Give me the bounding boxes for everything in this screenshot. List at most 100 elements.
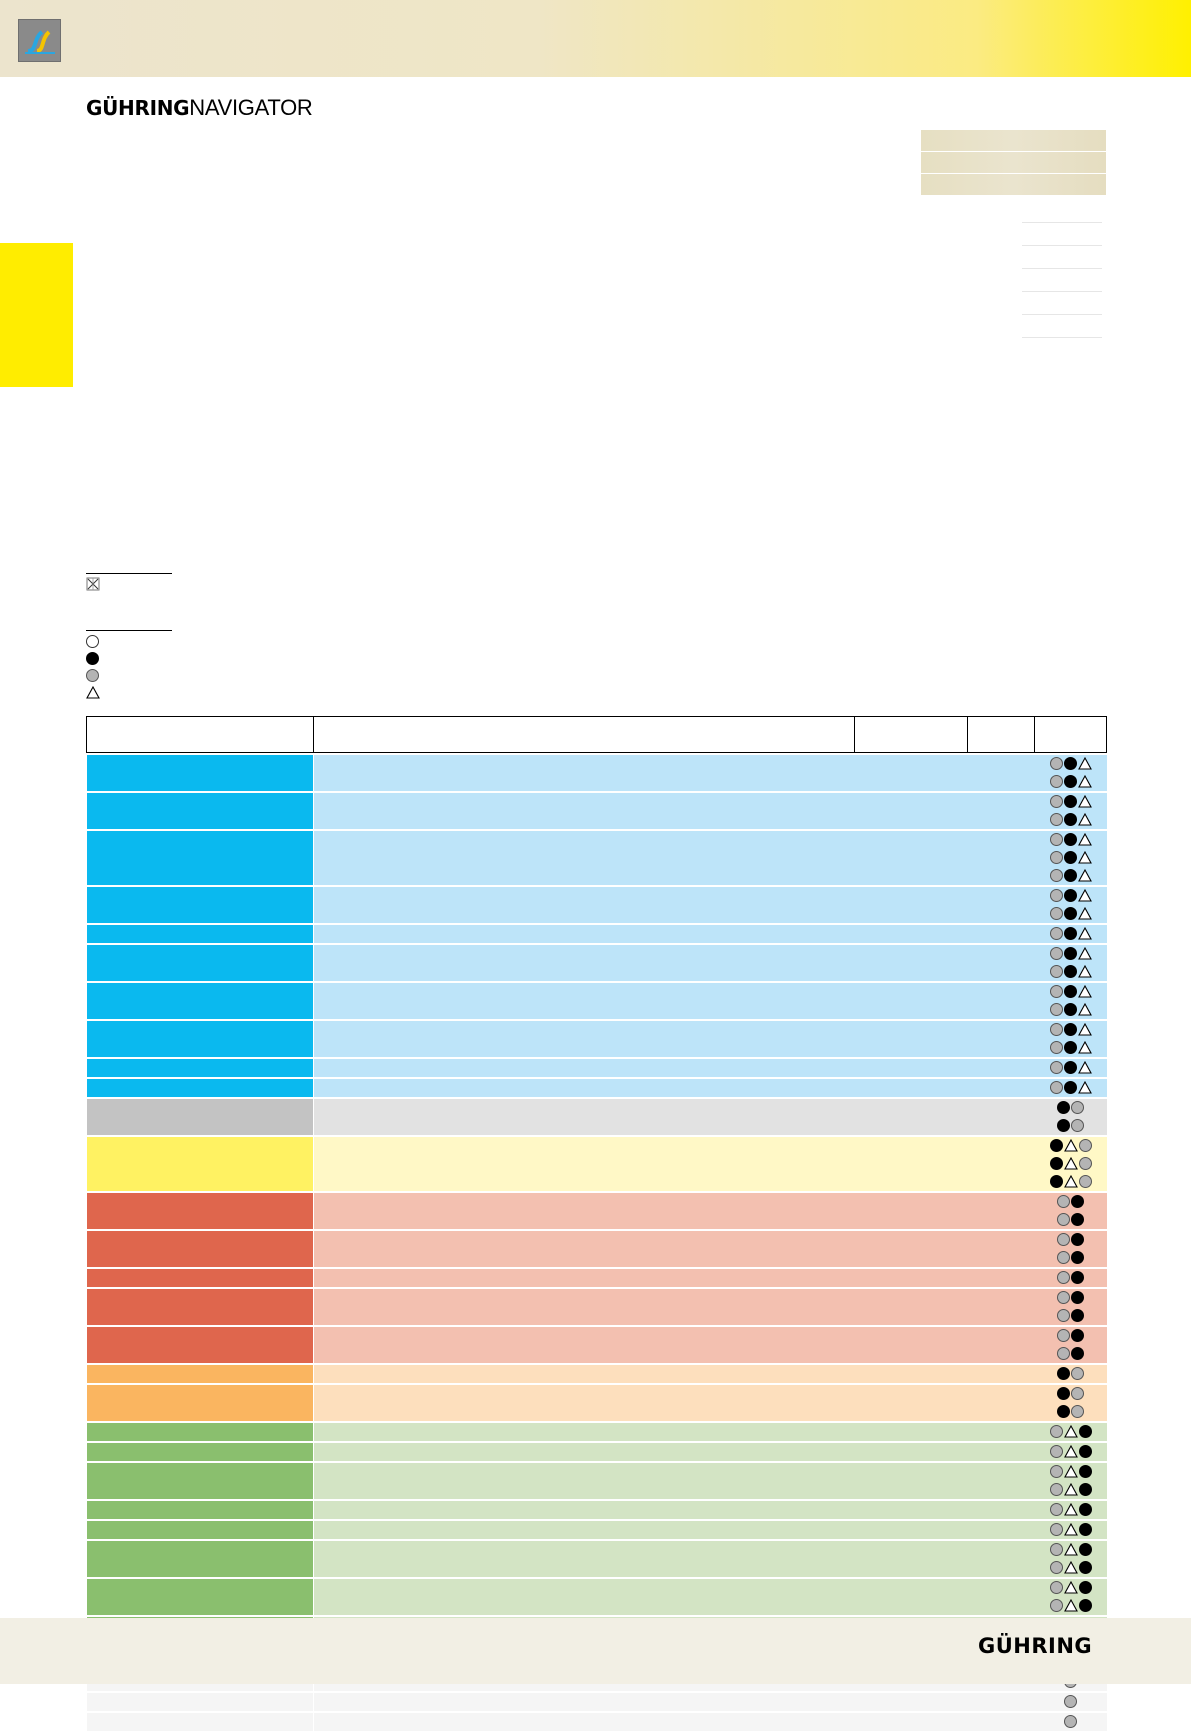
triangle-icon bbox=[1078, 795, 1092, 808]
description-cell bbox=[314, 1173, 1035, 1191]
triangle-icon bbox=[1078, 889, 1092, 902]
black-circle-icon bbox=[1071, 1233, 1084, 1246]
grey-circle-icon bbox=[1071, 1387, 1084, 1400]
triangle-icon bbox=[1078, 813, 1092, 826]
symbol-group bbox=[1050, 1157, 1092, 1170]
symbol-cell bbox=[1035, 945, 1107, 963]
grey-circle-icon bbox=[1050, 1543, 1063, 1556]
table-row bbox=[87, 1327, 1107, 1345]
table-row bbox=[87, 1021, 1107, 1039]
table-row bbox=[87, 945, 1107, 963]
table-row bbox=[87, 1269, 1107, 1287]
symbol-cell bbox=[1035, 793, 1107, 811]
symbol-group bbox=[1057, 1309, 1084, 1322]
table-row bbox=[87, 925, 1107, 943]
category-cell bbox=[87, 1501, 314, 1519]
symbol-cell bbox=[1035, 831, 1107, 849]
symbol-cell bbox=[1035, 905, 1107, 923]
info-row bbox=[921, 152, 1106, 174]
triangle-icon bbox=[1078, 869, 1092, 882]
triangle-icon bbox=[1064, 1157, 1078, 1170]
description-cell bbox=[314, 1059, 1035, 1077]
category-cell bbox=[87, 1423, 314, 1441]
symbol-group bbox=[1057, 1119, 1084, 1132]
symbol-group bbox=[1050, 1139, 1092, 1152]
triangle-icon bbox=[1064, 1599, 1078, 1612]
legend-symbols bbox=[86, 630, 172, 701]
black-circle-icon bbox=[1071, 1329, 1084, 1342]
grey-circle-icon bbox=[1071, 1119, 1084, 1132]
symbol-cell bbox=[1035, 1155, 1107, 1173]
table-row bbox=[87, 831, 1107, 849]
table-row bbox=[87, 1365, 1107, 1383]
symbol-cell bbox=[1035, 1327, 1107, 1345]
description-cell bbox=[314, 1579, 1035, 1597]
grey-circle-icon bbox=[1079, 1157, 1092, 1170]
symbol-group bbox=[1050, 965, 1092, 978]
category-cell bbox=[87, 1541, 314, 1577]
symbol-group bbox=[1050, 947, 1092, 960]
header-cell bbox=[1035, 717, 1107, 753]
symbol-group bbox=[1050, 1445, 1092, 1458]
symbol-group bbox=[1050, 1561, 1092, 1574]
symbol-cell bbox=[1035, 1249, 1107, 1267]
triangle-icon bbox=[1064, 1543, 1078, 1556]
symbol-cell bbox=[1035, 1443, 1107, 1461]
header-band bbox=[0, 0, 1191, 77]
symbol-cell bbox=[1035, 1289, 1107, 1307]
grey-circle-icon bbox=[1050, 1581, 1063, 1594]
description-cell bbox=[314, 1501, 1035, 1519]
triangle-icon bbox=[1078, 775, 1092, 788]
description-cell bbox=[314, 1521, 1035, 1539]
symbol-group bbox=[1050, 1425, 1092, 1438]
black-circle-icon bbox=[1079, 1581, 1092, 1594]
category-cell bbox=[87, 1269, 314, 1287]
grey-circle-icon bbox=[1057, 1213, 1070, 1226]
description-cell bbox=[314, 793, 1035, 811]
description-cell bbox=[314, 1693, 1035, 1711]
grey-circle-icon bbox=[1050, 1081, 1063, 1094]
triangle-icon bbox=[1078, 1041, 1092, 1054]
symbol-group bbox=[1050, 757, 1092, 770]
symbol-cell bbox=[1035, 1423, 1107, 1441]
category-cell bbox=[87, 755, 314, 791]
symbol-cell bbox=[1035, 1117, 1107, 1135]
black-circle-icon bbox=[1079, 1503, 1092, 1516]
symbol-group bbox=[1050, 985, 1092, 998]
grey-circle-icon bbox=[1050, 1503, 1063, 1516]
table-row bbox=[87, 983, 1107, 1001]
grey-circle-icon bbox=[1050, 965, 1063, 978]
table-row bbox=[87, 1289, 1107, 1307]
description-cell bbox=[314, 867, 1035, 885]
grey-circle-icon bbox=[1050, 889, 1063, 902]
symbol-group bbox=[1050, 775, 1092, 788]
symbol-group bbox=[1050, 1523, 1092, 1536]
black-circle-icon bbox=[1071, 1291, 1084, 1304]
grey-circle-icon bbox=[1071, 1101, 1084, 1114]
symbol-cell bbox=[1035, 811, 1107, 829]
black-circle-icon bbox=[1057, 1101, 1070, 1114]
description-cell bbox=[314, 773, 1035, 791]
symbol-group bbox=[1057, 1233, 1084, 1246]
table-row bbox=[87, 1231, 1107, 1249]
symbol-cell bbox=[1035, 1345, 1107, 1363]
grey-circle-icon bbox=[1050, 1523, 1063, 1536]
description-cell bbox=[314, 1039, 1035, 1057]
symbol-cell bbox=[1035, 1021, 1107, 1039]
description-cell bbox=[314, 1541, 1035, 1559]
black-circle-icon bbox=[1079, 1483, 1092, 1496]
triangle-icon bbox=[1078, 1023, 1092, 1036]
side-tab bbox=[0, 243, 73, 387]
description-cell bbox=[314, 1597, 1035, 1615]
black-circle-icon bbox=[1064, 813, 1077, 826]
black-circle-icon bbox=[1050, 1139, 1063, 1152]
category-cell bbox=[87, 1289, 314, 1325]
category-cell bbox=[87, 1137, 314, 1191]
black-circle-icon bbox=[1064, 889, 1077, 902]
description-cell bbox=[314, 1249, 1035, 1267]
symbol-cell bbox=[1035, 1099, 1107, 1117]
grey-circle-icon bbox=[1057, 1309, 1070, 1322]
description-cell bbox=[314, 755, 1035, 773]
symbol-group bbox=[1050, 907, 1092, 920]
grey-circle-icon bbox=[1057, 1347, 1070, 1360]
